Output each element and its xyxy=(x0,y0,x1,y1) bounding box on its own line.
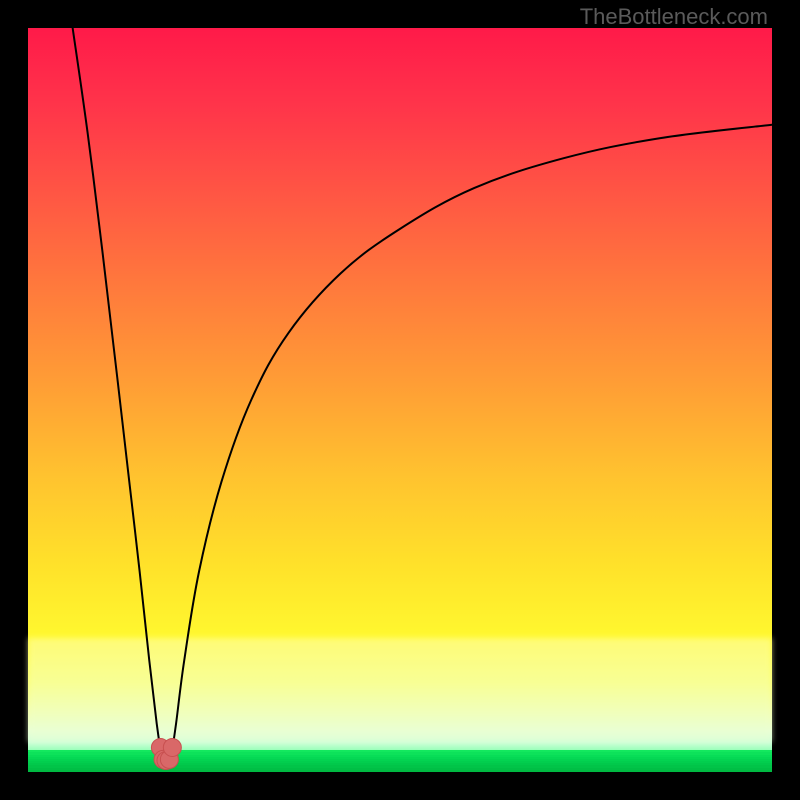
watermark-text: TheBottleneck.com xyxy=(580,4,768,30)
plot-area xyxy=(28,28,772,772)
chart-container: TheBottleneck.com xyxy=(0,0,800,800)
bottleneck-curve xyxy=(73,28,772,762)
well-markers xyxy=(151,738,181,769)
curve-svg xyxy=(28,28,772,772)
well-marker xyxy=(163,738,181,756)
